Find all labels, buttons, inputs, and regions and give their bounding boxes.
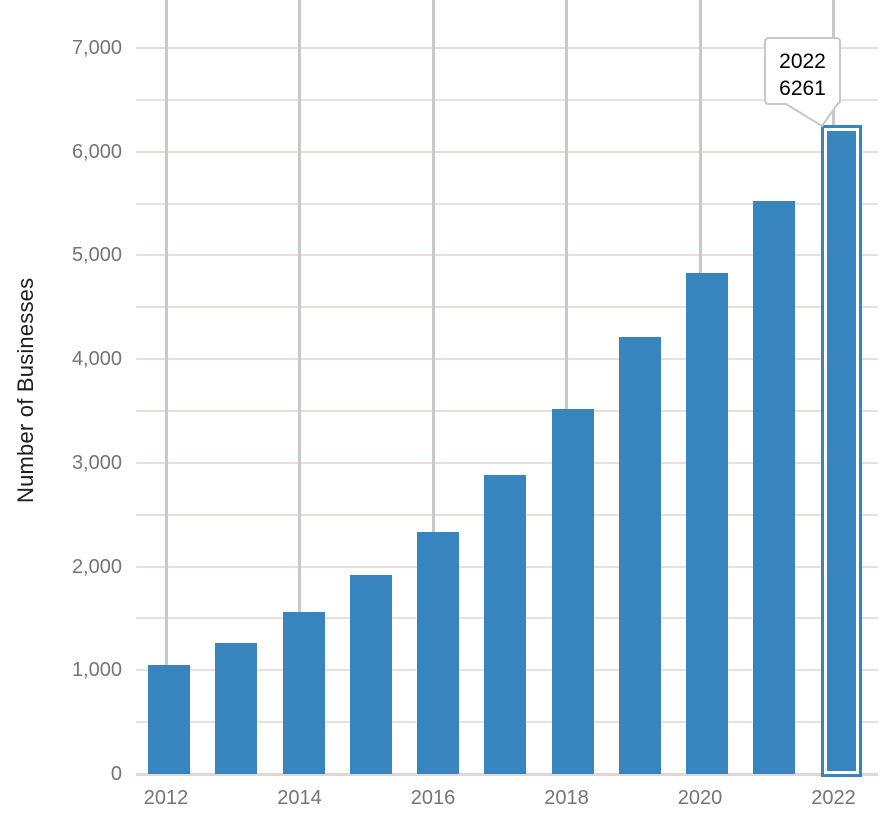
data-tooltip: 2022 6261 (764, 37, 841, 127)
y-tick-label-0: 0 (110, 763, 122, 785)
h-gridline-5500 (136, 202, 878, 205)
bar-2012[interactable] (148, 665, 190, 774)
tooltip-bubble-shape (764, 37, 841, 127)
bar-2016[interactable] (417, 531, 459, 774)
y-tick-label-1,000: 1,000 (71, 659, 122, 682)
v-gridline-2014 (298, 0, 301, 774)
bar-2019[interactable] (618, 337, 661, 774)
x-axis-line (136, 773, 878, 776)
bar-2014[interactable] (282, 612, 325, 774)
x-tick-label-2012: 2012 (143, 787, 189, 809)
bar-2018[interactable] (551, 408, 594, 774)
tooltip-value-text: 6261 (779, 77, 826, 100)
tooltip-year-text: 2022 (779, 50, 826, 73)
v-gridline-2012 (164, 0, 168, 774)
y-tick-label-7,000: 7,000 (71, 37, 122, 59)
h-gridline-3000 (136, 461, 878, 464)
v-gridline-2016 (431, 0, 435, 774)
bar-2020[interactable] (686, 273, 728, 774)
h-gridline-5000 (136, 254, 878, 257)
h-gridline-3500 (136, 410, 878, 412)
bar-2015[interactable] (349, 574, 392, 774)
x-tick-label-2014: 2014 (277, 787, 322, 809)
h-gridline-4000 (136, 358, 878, 361)
v-gridline-2018 (565, 0, 568, 774)
y-tick-label-5,000: 5,000 (71, 244, 122, 267)
h-gridline-6500 (136, 98, 878, 101)
x-tick-label-2020: 2020 (677, 787, 723, 809)
h-gridline-4500 (136, 306, 878, 309)
bar-2022-highlighted[interactable] (821, 124, 862, 777)
x-tick-label-2018: 2018 (544, 787, 589, 809)
y-tick-label-3,000: 3,000 (71, 451, 122, 474)
y-tick-label-6,000: 6,000 (71, 140, 122, 163)
y-tick-label-4,000: 4,000 (71, 348, 122, 371)
bar-2017[interactable] (484, 475, 527, 774)
y-tick-label-2,000: 2,000 (71, 555, 122, 578)
h-gridline-7000 (136, 47, 878, 49)
x-tick-label-2016: 2016 (410, 787, 456, 809)
x-tick-label-2022: 2022 (811, 787, 856, 809)
bar-2013[interactable] (215, 642, 258, 774)
h-gridline-6000 (136, 150, 878, 153)
bar-2021[interactable] (753, 200, 796, 774)
